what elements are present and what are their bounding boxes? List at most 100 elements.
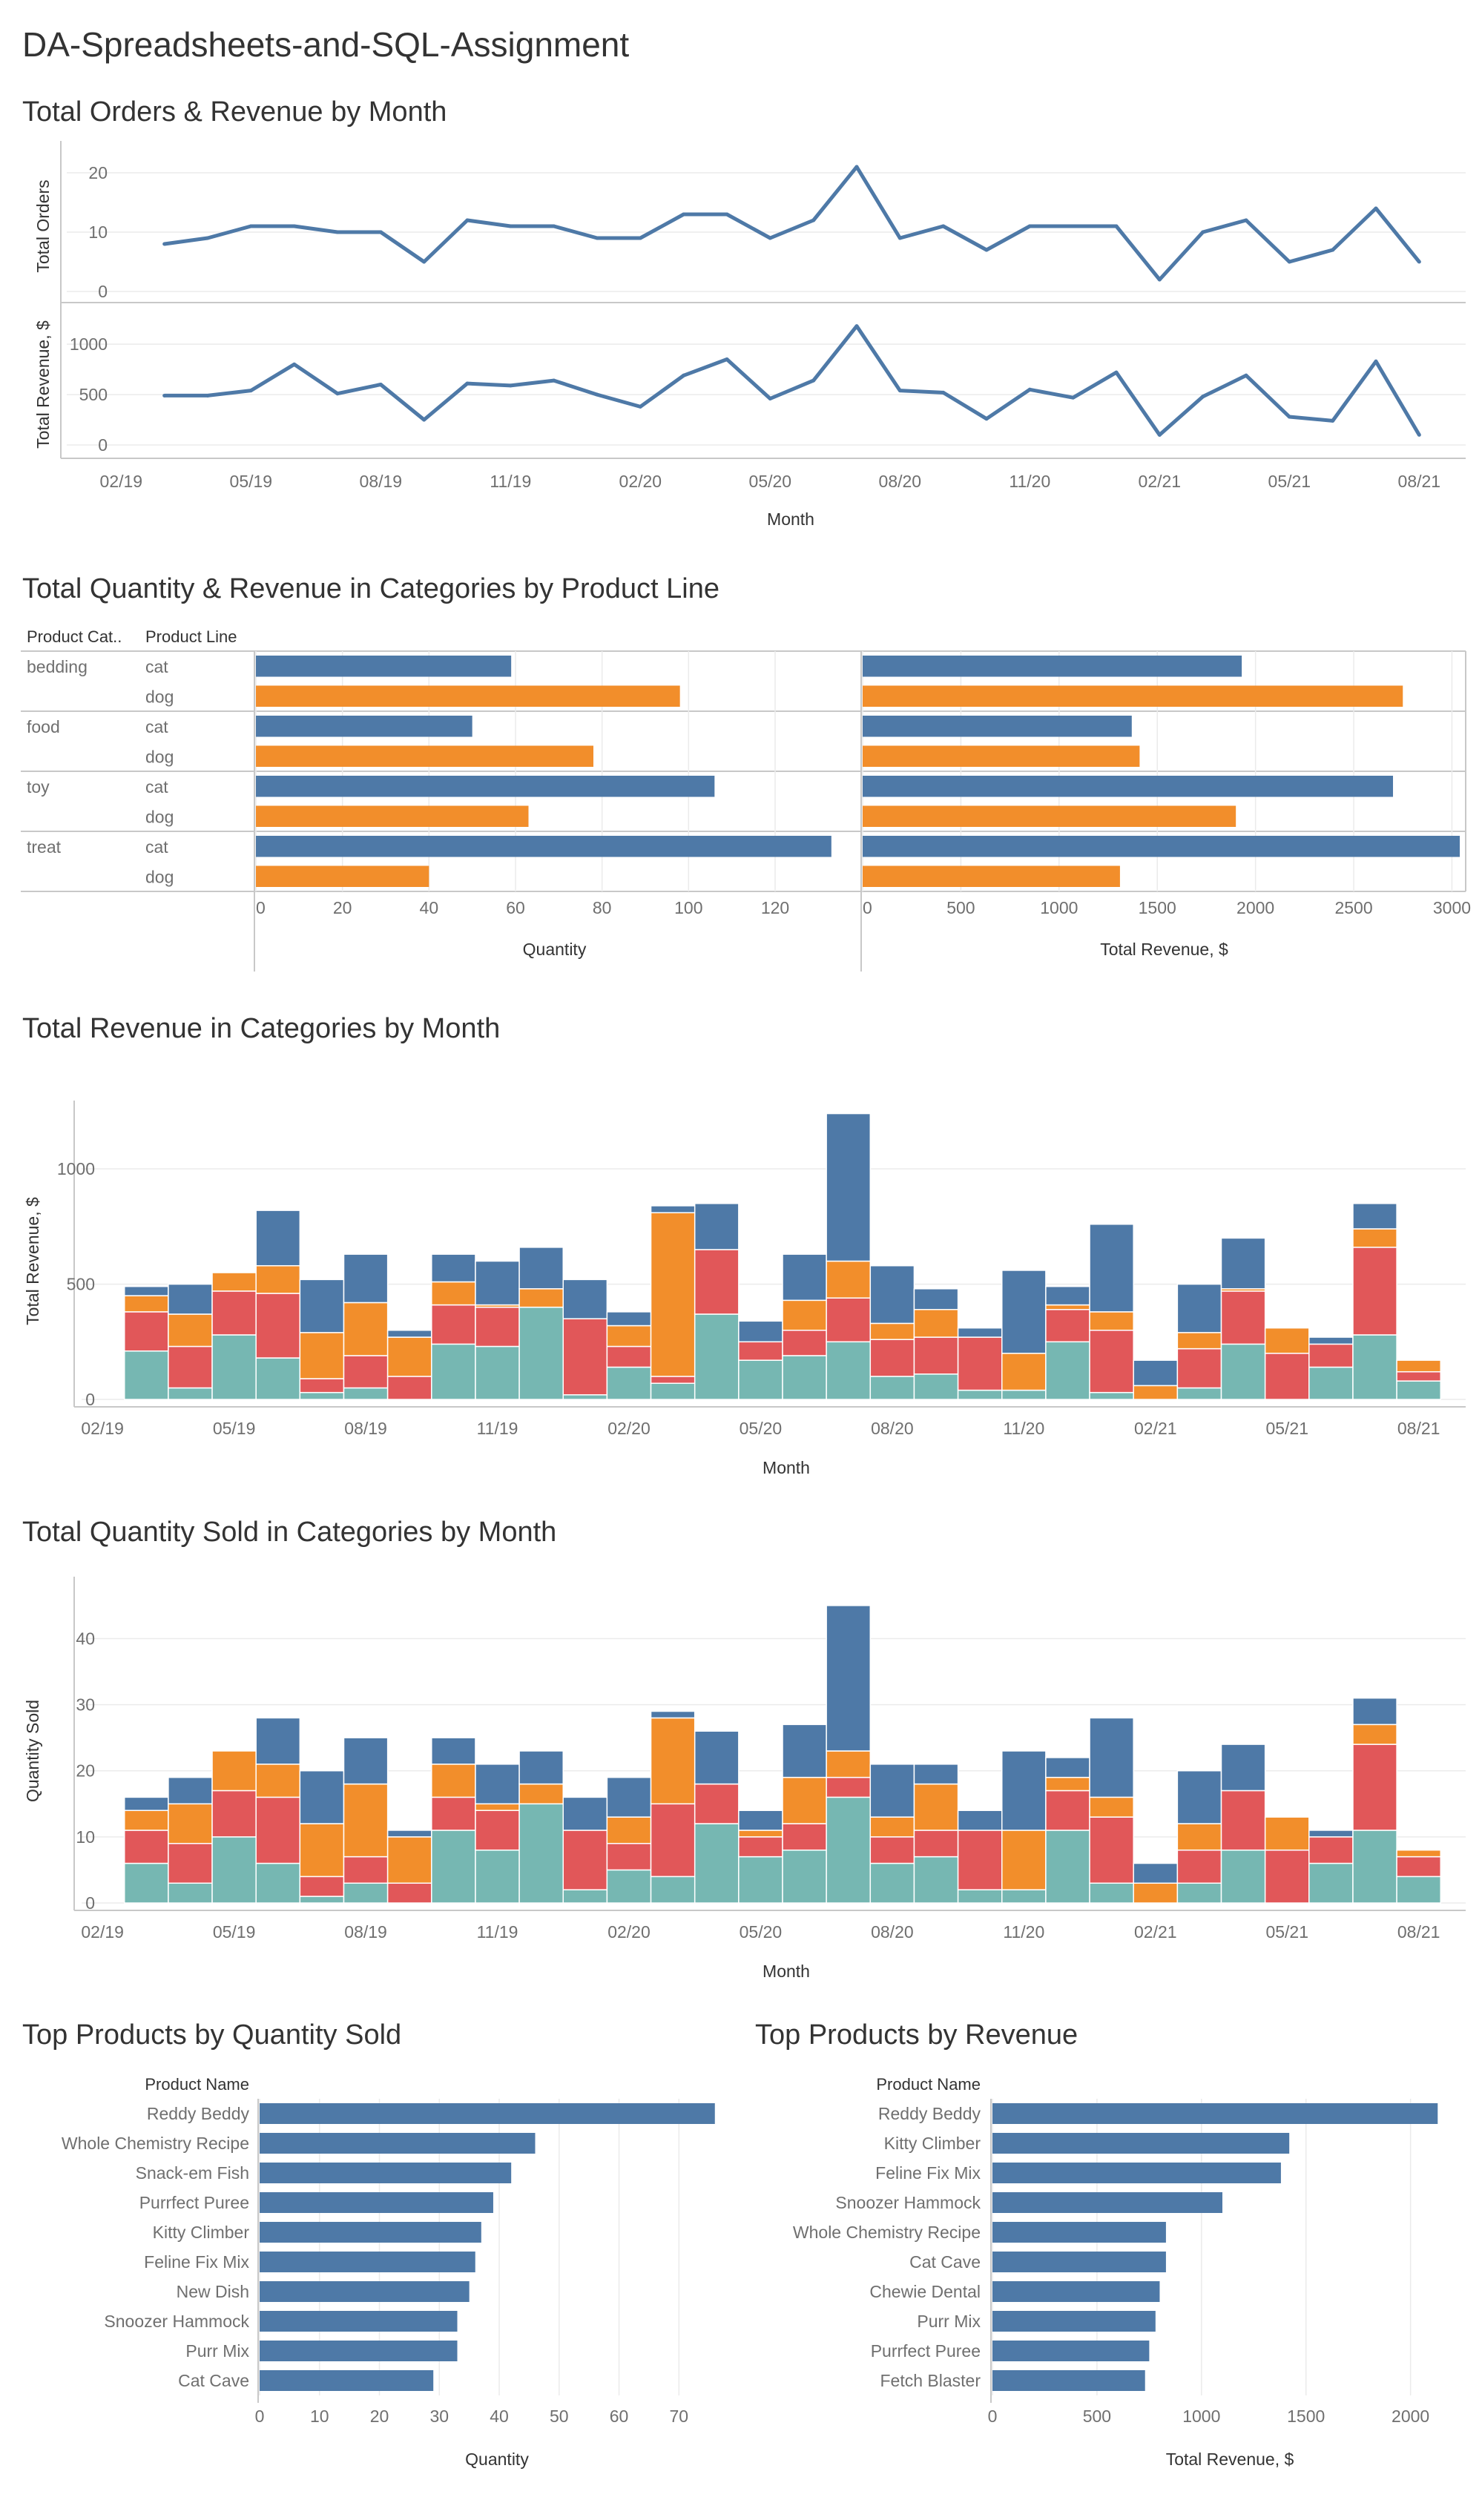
bar-segment-blue xyxy=(957,1810,1003,1831)
bar-toy-cat xyxy=(256,776,715,797)
bar-segment-teal xyxy=(1045,1830,1090,1904)
bar-segment-blue xyxy=(343,1253,389,1304)
bar-segment-teal xyxy=(562,1394,608,1400)
section-title-quantity-revenue-category: Total Quantity & Revenue in Categories b… xyxy=(22,573,719,604)
bar-segment-red xyxy=(168,1843,213,1884)
bar-segment-teal xyxy=(431,1830,476,1904)
data-point xyxy=(1287,415,1291,419)
bar-segment-red xyxy=(168,1345,213,1389)
data-point xyxy=(248,389,253,393)
data-point xyxy=(508,383,513,388)
x-tick-label: 70 xyxy=(670,2407,689,2426)
bar-segment-orange xyxy=(1176,1332,1222,1350)
bar-segment-red xyxy=(1396,1856,1442,1878)
x-tick-label: 02/20 xyxy=(607,1922,651,1942)
bar-segment-orange xyxy=(386,1336,432,1377)
bar-segment-orange xyxy=(1001,1353,1047,1391)
bar-segment-red xyxy=(431,1304,476,1345)
x-axis-label: Total Revenue, $ xyxy=(1100,940,1228,959)
bar-segment-teal xyxy=(606,1366,652,1400)
x-tick-label: 20 xyxy=(333,898,352,917)
bar-segment-red xyxy=(913,1336,959,1375)
data-point xyxy=(1027,387,1032,392)
bar-segment-teal xyxy=(1308,1862,1354,1904)
bar-treat-cat xyxy=(256,836,831,857)
data-point xyxy=(984,248,989,252)
data-point xyxy=(162,393,167,398)
x-tick-label: 02/21 xyxy=(1134,1419,1177,1438)
bar-segment-orange xyxy=(431,1281,476,1306)
bar-segment-blue xyxy=(869,1764,915,1818)
product-line-label: dog xyxy=(145,808,174,827)
bar-segment-teal xyxy=(1001,1889,1047,1904)
bar-segment-teal xyxy=(650,1876,696,1904)
section-title-revenue-category-month: Total Revenue in Categories by Month xyxy=(22,1013,500,1044)
x-tick-label: 08/19 xyxy=(344,1419,387,1438)
data-point xyxy=(941,224,946,228)
top-products-quantity-chart: Product Name 0 10 20 30 40 50 60 70 Reddy Beddy Wh… xyxy=(62,2075,715,2469)
bar-segment-blue xyxy=(1089,1717,1134,1798)
product-name-label: Snoozer Hammock xyxy=(104,2312,249,2331)
bar-segment-blue xyxy=(1308,1830,1354,1838)
data-point xyxy=(768,236,772,240)
data-point xyxy=(1027,224,1032,228)
bar-segment-teal xyxy=(1001,1389,1047,1400)
bar-segment-orange xyxy=(518,1288,564,1308)
product-bar xyxy=(260,2311,458,2332)
bar-segment-blue xyxy=(694,1730,740,1785)
data-point xyxy=(811,378,816,383)
x-tick-label: 10 xyxy=(310,2407,329,2426)
data-point xyxy=(205,236,210,240)
product-bar xyxy=(992,2103,1438,2124)
y-tick-label: 500 xyxy=(79,385,108,404)
product-bar xyxy=(260,2341,458,2361)
bar-segment-blue xyxy=(957,1327,1003,1338)
bar-segment-orange xyxy=(1089,1311,1134,1331)
bar-segment-teal xyxy=(123,1862,169,1904)
x-tick-label: 02/20 xyxy=(607,1419,651,1438)
bar-segment-teal xyxy=(913,1373,959,1400)
bar-segment-orange xyxy=(1133,1385,1179,1400)
bar-segment-blue xyxy=(123,1796,169,1811)
x-tick-label: 11/19 xyxy=(477,1922,518,1942)
bar-segment-blue xyxy=(782,1253,827,1302)
bar-segment-blue xyxy=(343,1737,389,1785)
category-label: toy xyxy=(27,777,50,796)
bar-segment-teal xyxy=(1352,1334,1397,1400)
x-tick-label: 1000 xyxy=(1040,898,1078,917)
bar-segment-blue xyxy=(299,1769,345,1824)
bar-segment-orange xyxy=(211,1750,257,1792)
product-bar xyxy=(992,2163,1281,2183)
data-point xyxy=(292,224,297,228)
bar-segment-red xyxy=(869,1339,915,1377)
bar-segment-teal xyxy=(738,1856,783,1904)
bar-segment-blue xyxy=(1045,1757,1090,1778)
bar-segment-teal xyxy=(606,1869,652,1904)
data-point xyxy=(595,392,599,397)
bar-segment-orange xyxy=(168,1803,213,1844)
bar-treat-dog xyxy=(256,865,429,887)
bar-segment-blue xyxy=(1176,1769,1222,1824)
bar-segment-red xyxy=(650,1376,696,1384)
category-label: bedding xyxy=(27,657,88,676)
product-name-label: Kitty Climber xyxy=(884,2134,981,2153)
bar-segment-blue xyxy=(694,1203,740,1250)
data-point xyxy=(162,242,167,246)
bar-segment-blue xyxy=(475,1260,520,1306)
bar-segment-teal xyxy=(431,1343,476,1400)
product-name-label: Purr Mix xyxy=(917,2312,981,2331)
bar-segment-blue xyxy=(826,1605,872,1752)
bar-segment-orange xyxy=(1396,1359,1442,1373)
bar-segment-red xyxy=(1308,1836,1354,1864)
bar-segment-red xyxy=(1176,1348,1222,1389)
data-point xyxy=(1244,218,1248,222)
data-point xyxy=(1331,418,1335,423)
bar-segment-blue xyxy=(562,1279,608,1319)
product-line-label: cat xyxy=(145,837,168,857)
y-tick-label: 20 xyxy=(88,163,108,182)
x-tick-label: 100 xyxy=(674,898,702,917)
bar-segment-blue xyxy=(1176,1283,1222,1333)
bar-segment-red xyxy=(694,1249,740,1315)
y-axis-label: Total Revenue, $ xyxy=(33,320,53,449)
